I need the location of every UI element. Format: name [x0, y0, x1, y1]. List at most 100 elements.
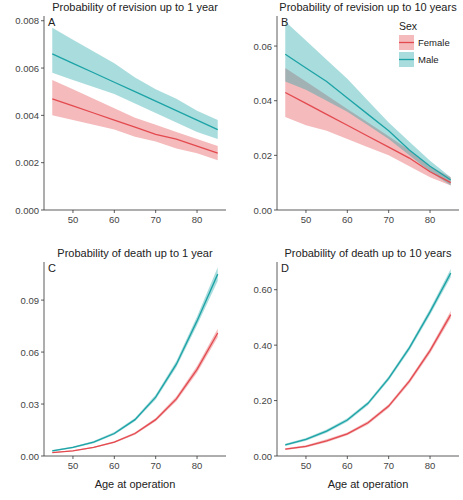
y-tick-label: 0.008: [15, 15, 39, 26]
y-tick: [41, 162, 44, 163]
plot-area: [52, 267, 217, 453]
series-line: [52, 54, 217, 130]
panel-letter: B: [281, 16, 288, 28]
y-tick: [41, 404, 44, 405]
x-tick-label: 50: [301, 460, 312, 471]
plot-area: [285, 21, 450, 185]
confidence-band: [52, 28, 217, 139]
y-tick: [41, 210, 44, 211]
plot-area: [285, 269, 450, 450]
x-tick-label: 80: [425, 214, 436, 225]
x-tick: [72, 456, 73, 459]
x-tick: [347, 456, 348, 459]
y-tick: [274, 210, 277, 211]
x-tick: [388, 456, 389, 459]
x-tick-label: 50: [68, 460, 79, 471]
x-axis-line: [277, 210, 459, 211]
series-line: [52, 274, 217, 451]
y-tick-label: 0.02: [254, 150, 273, 161]
x-tick-label: 60: [109, 460, 120, 471]
x-tick: [114, 456, 115, 459]
y-tick-label: 0.06: [21, 347, 40, 358]
panel: Probability of death up to 1 year 0.00 0.0…: [21, 247, 227, 490]
y-tick-label: 0.00: [254, 451, 273, 462]
series-line: [285, 315, 450, 449]
y-tick-label: 0.00: [254, 205, 273, 216]
y-tick: [41, 68, 44, 69]
x-tick: [305, 456, 306, 459]
x-tick-label: 70: [150, 214, 161, 225]
legend-title: Sex: [399, 20, 418, 32]
y-tick: [274, 100, 277, 101]
legend-label: Male: [418, 54, 439, 65]
x-axis-line: [44, 456, 226, 457]
panel-letter: C: [48, 262, 56, 274]
y-tick: [41, 352, 44, 353]
x-tick: [305, 210, 306, 213]
x-axis-label: Age at operation: [328, 478, 409, 490]
y-axis-line: [44, 16, 45, 210]
x-axis-line: [44, 210, 226, 211]
x-tick: [430, 456, 431, 459]
panel-letter: D: [281, 262, 289, 274]
y-tick: [274, 345, 277, 346]
legend-line: [399, 59, 414, 60]
y-tick-label: 0.09: [21, 295, 40, 306]
x-axis-line: [277, 456, 459, 457]
x-tick: [388, 210, 389, 213]
series-line: [52, 99, 217, 153]
x-tick-label: 80: [192, 214, 203, 225]
x-tick-label: 60: [109, 214, 120, 225]
panel-title: Probability of revision up to 10 years: [279, 1, 457, 13]
confidence-band: [285, 311, 450, 450]
x-tick-label: 70: [383, 460, 394, 471]
legend-label: Female: [418, 37, 450, 48]
panel: Probability of revision up to 10 years 0.…: [254, 1, 460, 225]
y-tick: [41, 20, 44, 21]
y-tick-label: 0.00: [21, 451, 40, 462]
y-tick-label: 0.20: [254, 395, 273, 406]
y-axis-line: [277, 16, 278, 210]
x-tick: [155, 456, 156, 459]
x-tick: [197, 456, 198, 459]
y-tick-label: 0.03: [21, 399, 40, 410]
legend-swatch: [399, 52, 414, 67]
x-tick: [197, 210, 198, 213]
confidence-band: [285, 21, 450, 185]
x-tick-label: 60: [342, 214, 353, 225]
y-tick-label: 0.04: [254, 95, 273, 106]
confidence-band: [52, 329, 217, 453]
y-tick-label: 0.40: [254, 340, 273, 351]
series-line: [285, 54, 450, 180]
y-tick: [274, 400, 277, 401]
x-tick-label: 80: [192, 460, 203, 471]
x-tick-label: 70: [150, 460, 161, 471]
x-tick-label: 50: [68, 214, 79, 225]
series-line: [285, 93, 450, 183]
legend: SexFemale Male: [399, 20, 450, 67]
panel-title: Probability of revision up to 1 year: [52, 1, 218, 13]
x-tick: [72, 210, 73, 213]
series-line: [52, 333, 217, 453]
panel-title: Probability of death up to 1 year: [57, 247, 213, 259]
y-axis-line: [277, 262, 278, 456]
legend-swatch: [399, 35, 414, 50]
x-tick: [114, 210, 115, 213]
y-tick-label: 0.002: [15, 157, 39, 168]
y-tick: [274, 155, 277, 156]
figure: Probability of revision up to 1 year 0.00…: [0, 0, 463, 500]
x-tick: [430, 210, 431, 213]
y-axis-line: [44, 262, 45, 456]
panel-title: Probability of death up to 10 years: [285, 247, 452, 259]
y-tick-label: 0.006: [15, 63, 39, 74]
x-tick-label: 70: [383, 214, 394, 225]
panel-letter: A: [48, 16, 56, 28]
panel: Probability of death up to 10 years 0.00 0…: [254, 247, 460, 490]
x-tick: [347, 210, 348, 213]
series-line: [285, 273, 450, 445]
x-tick-label: 80: [425, 460, 436, 471]
x-tick-label: 50: [301, 214, 312, 225]
plot-area: [52, 28, 217, 160]
y-tick-label: 0.06: [254, 41, 273, 52]
y-tick: [274, 289, 277, 290]
